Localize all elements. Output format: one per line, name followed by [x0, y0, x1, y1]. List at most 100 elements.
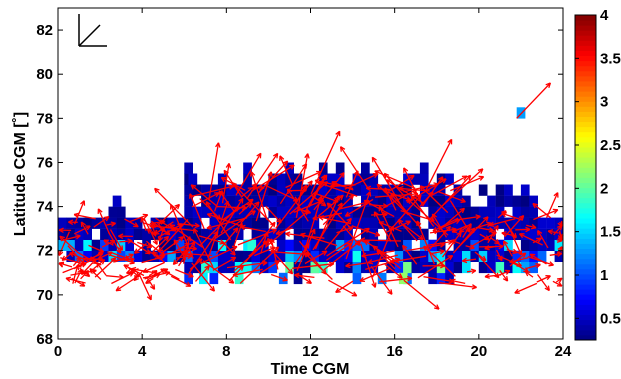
vector-shaft	[88, 244, 104, 253]
heatmap-cell	[83, 239, 92, 251]
vector-arrow	[499, 270, 509, 282]
vector-arrow	[175, 268, 194, 278]
vector-arrow	[79, 267, 91, 278]
vector-head	[232, 271, 238, 276]
vector-head	[194, 225, 200, 229]
heatmap-cell	[74, 217, 84, 229]
vector-shaft	[532, 237, 542, 244]
heatmap-cell	[91, 239, 101, 251]
vector-head	[305, 163, 308, 169]
heatmap-cell	[504, 239, 513, 251]
heatmap-cell	[352, 239, 362, 251]
vector-shaft	[389, 255, 427, 263]
vector-arrow	[477, 226, 494, 233]
heatmap-cell	[133, 250, 143, 262]
heatmap-cell	[344, 184, 353, 196]
heatmap-cell	[234, 250, 244, 262]
y-tick-label: 72	[36, 243, 53, 260]
vector-arrow	[402, 223, 424, 241]
vector-head	[151, 270, 158, 272]
vector-head	[304, 153, 309, 159]
vector-shaft	[199, 206, 239, 247]
vector-head	[273, 222, 276, 228]
vector-head	[374, 234, 380, 237]
heatmap-cell	[478, 184, 488, 196]
colorbar-segment	[575, 30, 596, 36]
vector-head	[398, 185, 404, 189]
heatmap-cell	[428, 261, 437, 274]
heatmap-cell	[546, 228, 555, 240]
heatmap-cell	[226, 239, 235, 251]
heatmap-cell	[377, 272, 387, 285]
vector-head	[223, 170, 226, 176]
vector-arrow	[67, 245, 86, 266]
vector-shaft	[157, 223, 183, 238]
vector-arrow	[474, 251, 487, 262]
heatmap-cell	[243, 217, 252, 229]
vector-head	[461, 208, 465, 214]
vector-arrow	[317, 194, 344, 217]
vector-shaft	[103, 239, 114, 246]
heatmap-cell	[554, 239, 564, 251]
vector-head	[357, 240, 362, 246]
vector-arrow	[258, 160, 289, 193]
heatmap-cell	[529, 228, 538, 240]
vector-head	[207, 265, 210, 271]
heatmap-cell	[470, 228, 480, 240]
vector-arrow	[237, 228, 277, 246]
heatmap-cell	[512, 261, 522, 274]
vector-arrow	[335, 280, 354, 293]
vector-arrow	[310, 130, 341, 195]
vector-head	[152, 251, 158, 254]
vector-shaft	[220, 198, 244, 234]
vector-head	[450, 278, 456, 282]
vector-shaft	[240, 226, 266, 233]
vector-shaft	[388, 174, 415, 193]
vector-head	[238, 197, 244, 202]
vector-shaft	[437, 190, 466, 203]
heatmap-cell	[453, 250, 463, 262]
heatmap-cell	[125, 217, 134, 229]
vector-head	[322, 201, 327, 207]
vector-head	[348, 242, 352, 248]
vector-shaft	[368, 203, 388, 207]
vector-head	[376, 183, 380, 190]
vector-shaft	[559, 230, 563, 241]
vector-shaft	[96, 262, 107, 276]
heatmap-cell	[125, 228, 134, 240]
heatmap-cell	[243, 261, 252, 274]
vector-head	[227, 201, 230, 207]
vector-shaft	[148, 270, 158, 277]
vector-head	[130, 268, 136, 273]
vector-head	[69, 252, 74, 258]
vector-arrow	[367, 254, 398, 265]
vector-shaft	[124, 218, 139, 228]
vector-head	[349, 218, 352, 224]
heatmap-cell	[478, 228, 488, 240]
vector-arrow	[536, 274, 550, 292]
vector-head	[434, 307, 440, 310]
heatmap-cell	[327, 195, 336, 207]
heatmap-cell	[436, 272, 446, 285]
vector-arrow	[533, 208, 559, 221]
vector-arrow	[294, 272, 315, 279]
vector-shaft	[142, 261, 165, 273]
colorbar-segment	[575, 15, 596, 21]
heatmap-cell	[83, 217, 92, 229]
heatmap-cell	[201, 184, 210, 196]
vector-head	[553, 209, 559, 214]
vector-head	[225, 163, 230, 168]
vector-shaft	[325, 242, 352, 261]
vector-head	[133, 275, 137, 281]
heatmap-cell	[310, 184, 320, 196]
vector-shaft	[533, 209, 559, 221]
vector-shaft	[138, 273, 152, 301]
vector-arrow	[85, 252, 104, 261]
colorbar-segment	[575, 324, 596, 331]
vector-shaft	[524, 270, 534, 278]
heatmap-cell	[411, 206, 421, 218]
colorbar-segment	[575, 177, 596, 183]
heatmap-cell	[453, 195, 463, 207]
heatmap-cell	[268, 261, 278, 274]
vector-shaft	[403, 183, 439, 193]
